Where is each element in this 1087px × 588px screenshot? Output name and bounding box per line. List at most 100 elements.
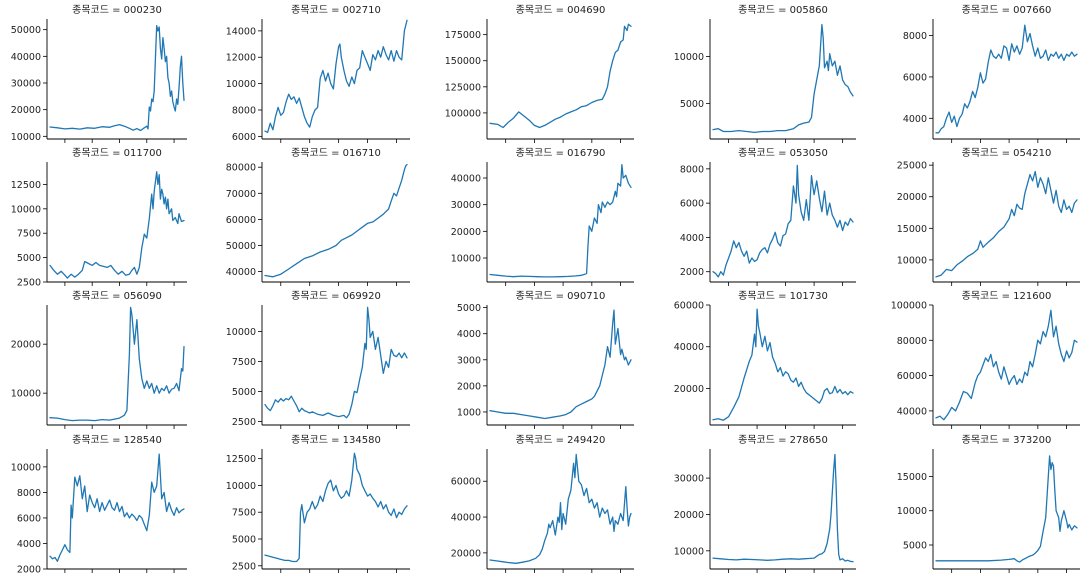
- y-tick-label: 125000: [445, 82, 481, 93]
- series-line: [935, 170, 1078, 278]
- facet-title: 종목코드 = 056090: [72, 290, 162, 302]
- facet-panel: 종목코드 = 101730 20000 40000 60000: [674, 290, 856, 429]
- y-tick-label: 100000: [445, 108, 481, 119]
- y-tick-label: 10000: [897, 255, 927, 266]
- y-tick-label: 10000: [897, 506, 927, 517]
- y-tick-label: 4000: [680, 233, 704, 244]
- facet-title: 종목코드 = 373200: [962, 434, 1052, 446]
- y-tick-label: 6000: [17, 513, 41, 524]
- facet-panel: 종목코드 = 069920 2500 5000 7500 10000: [226, 290, 410, 429]
- series-line: [264, 163, 408, 278]
- y-tick-label: 6000: [680, 199, 704, 210]
- y-tick-label: 20000: [674, 384, 704, 395]
- facet-panel: 종목코드 = 007660 4000 6000 8000: [903, 4, 1080, 143]
- y-tick-label: 2000: [457, 381, 481, 392]
- y-tick-label: 4000: [457, 329, 481, 340]
- y-tick-label: 2000: [680, 267, 704, 278]
- facet-panel: 종목코드 = 053050 2000 4000 6000 8000: [680, 147, 856, 286]
- y-tick-label: 14000: [226, 26, 256, 37]
- facet-title: 종목코드 = 134580: [291, 434, 381, 446]
- series-line: [489, 164, 632, 278]
- facet-panel: 종목코드 = 278650 10000 20000 30000: [674, 434, 856, 573]
- y-tick-label: 15000: [897, 224, 927, 235]
- y-tick-label: 5000: [232, 535, 256, 546]
- y-tick-label: 2000: [17, 565, 41, 576]
- y-tick-label: 10000: [674, 52, 704, 63]
- y-tick-label: 40000: [451, 174, 481, 185]
- y-tick-label: 25000: [897, 161, 927, 172]
- y-tick-label: 50000: [11, 25, 41, 36]
- series-line: [712, 453, 854, 563]
- series-line: [712, 164, 854, 278]
- facet-title: 종목코드 = 007660: [962, 4, 1052, 16]
- facet-panel: 종목코드 = 000230 10000 20000 30000 40000 50000: [11, 4, 187, 143]
- series-line: [935, 455, 1078, 563]
- y-tick-label: 60000: [674, 301, 704, 312]
- facet-panel: 종목코드 = 005860 5000 10000: [674, 4, 856, 143]
- facet-title: 종목코드 = 054210: [962, 147, 1052, 159]
- facet-panel: 종목코드 = 002710 6000 8000 10000 12000 14000: [226, 4, 410, 143]
- facet-panel: 종목코드 = 004690 100000 125000 150000 175000: [445, 4, 634, 143]
- y-tick-label: 4000: [17, 539, 41, 550]
- y-tick-label: 1000: [457, 407, 481, 418]
- series-line: [489, 23, 632, 129]
- facet-title: 종목코드 = 000230: [72, 4, 162, 16]
- y-tick-label: 8000: [17, 488, 41, 499]
- y-tick-label: 6000: [232, 132, 256, 143]
- facet-title: 종목코드 = 278650: [738, 434, 828, 446]
- facet-title: 종목코드 = 053050: [738, 147, 828, 159]
- series-line: [935, 309, 1078, 421]
- y-tick-label: 10000: [451, 254, 481, 265]
- facet-title: 종목코드 = 069920: [291, 290, 381, 302]
- y-tick-label: 20000: [11, 105, 41, 116]
- y-tick-label: 175000: [445, 30, 481, 41]
- facet-title: 종목코드 = 016790: [516, 147, 606, 159]
- y-tick-label: 40000: [451, 513, 481, 524]
- y-tick-label: 40000: [226, 267, 256, 278]
- facet-panel: 종목코드 = 121600 40000 60000 80000 100000: [891, 290, 1080, 429]
- y-tick-label: 40000: [674, 342, 704, 353]
- facet-panel: 종목코드 = 016710 40000 50000 60000 70000 80000: [226, 147, 410, 286]
- series-line: [49, 453, 185, 562]
- y-tick-label: 20000: [451, 548, 481, 559]
- series-line: [264, 452, 408, 563]
- facet-title: 종목코드 = 011700: [72, 147, 162, 159]
- facet-title: 종목코드 = 090710: [516, 290, 606, 302]
- y-tick-label: 7500: [17, 229, 41, 240]
- y-tick-label: 3000: [457, 355, 481, 366]
- y-tick-label: 15000: [897, 472, 927, 483]
- y-tick-label: 8000: [903, 31, 927, 42]
- y-tick-label: 10000: [11, 462, 41, 473]
- y-tick-label: 5000: [903, 541, 927, 552]
- facet-panel: 종목코드 = 128540 2000 4000 6000 8000 10000: [11, 434, 187, 576]
- y-tick-label: 6000: [903, 72, 927, 83]
- series-line: [264, 306, 408, 419]
- y-tick-label: 12500: [226, 454, 256, 465]
- y-tick-label: 2500: [17, 278, 41, 289]
- y-tick-label: 30000: [451, 200, 481, 211]
- series-line: [264, 19, 408, 134]
- y-tick-label: 60000: [897, 371, 927, 382]
- y-tick-label: 50000: [226, 241, 256, 252]
- y-tick-label: 10000: [11, 132, 41, 143]
- y-tick-label: 4000: [903, 114, 927, 125]
- y-tick-label: 12000: [226, 53, 256, 64]
- facet-title: 종목코드 = 121600: [962, 290, 1052, 302]
- y-tick-label: 10000: [674, 546, 704, 557]
- y-tick-label: 8000: [232, 105, 256, 116]
- y-tick-label: 8000: [680, 164, 704, 175]
- y-tick-label: 5000: [17, 253, 41, 264]
- y-tick-label: 150000: [445, 56, 481, 67]
- series-line: [712, 23, 854, 134]
- facet-panel: 종목코드 = 054210 10000 15000 20000 25000: [897, 147, 1080, 286]
- series-line: [49, 306, 185, 422]
- facet-title: 종목코드 = 101730: [738, 290, 828, 302]
- facet-panel: 종목코드 = 090710 1000 2000 3000 4000 5000: [457, 290, 634, 429]
- y-tick-label: 7500: [232, 357, 256, 368]
- series-line: [49, 25, 185, 132]
- y-tick-label: 10000: [226, 327, 256, 338]
- y-tick-label: 7500: [232, 508, 256, 519]
- y-tick-label: 10000: [11, 389, 41, 400]
- facet-title: 종목코드 = 004690: [516, 4, 606, 16]
